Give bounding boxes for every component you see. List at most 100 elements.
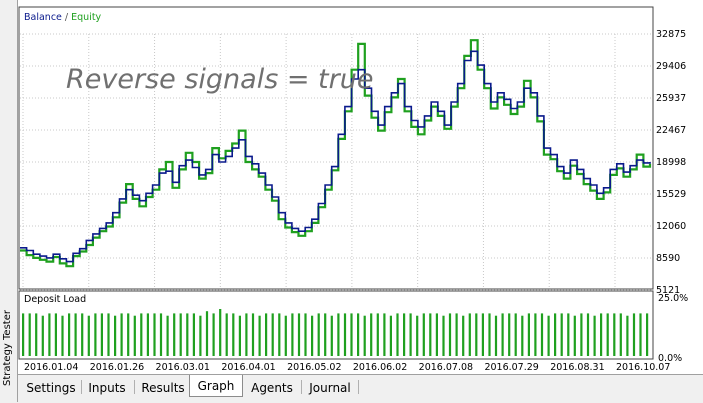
load-tick-top: 25.0% <box>658 293 688 304</box>
load-bar <box>192 313 195 356</box>
load-bar <box>619 313 622 356</box>
load-bar <box>455 313 458 356</box>
load-bar <box>186 313 189 356</box>
load-bar <box>389 315 392 356</box>
y-tick-label: 29406 <box>656 61 686 72</box>
load-bar <box>291 313 294 356</box>
legend-text: Balance / Equity <box>24 12 102 23</box>
load-bar <box>238 315 241 356</box>
load-bar <box>173 313 176 356</box>
load-bar <box>435 313 438 356</box>
load-bar <box>639 313 642 356</box>
graph-area: 32875 29406 25937 22467 18998 15529 12060 8590 5… <box>18 0 703 374</box>
load-bar <box>245 313 248 356</box>
load-bar <box>481 313 484 356</box>
load-bar <box>573 315 576 356</box>
tab-graph[interactable]: Graph <box>189 375 243 397</box>
load-bar <box>68 313 71 356</box>
strategy-tester-label: Strategy Tester <box>2 310 13 386</box>
load-bar <box>448 313 452 356</box>
load-bar <box>48 313 51 356</box>
deposit-load-frame <box>18 290 654 360</box>
x-tick-label: 2016.05.02 <box>287 362 341 373</box>
load-bar <box>114 315 117 356</box>
y-tick-label: 12060 <box>656 221 686 232</box>
load-bar <box>22 313 25 356</box>
load-bar <box>501 313 504 356</box>
y-tick-label: 22467 <box>656 125 686 136</box>
load-bar <box>580 313 583 356</box>
tab-agents[interactable]: Agents <box>251 381 293 395</box>
load-bar <box>304 313 307 356</box>
load-bar <box>271 313 274 356</box>
x-tick-label: 2016.01.04 <box>24 362 78 373</box>
load-bar <box>297 313 301 356</box>
load-bar <box>646 313 649 356</box>
load-bar <box>94 313 97 356</box>
load-bar <box>514 313 517 356</box>
load-bar <box>527 313 530 356</box>
load-bar <box>28 313 31 356</box>
tab-separator <box>134 380 135 394</box>
load-bar <box>212 313 215 356</box>
load-bar <box>337 313 340 356</box>
load-bar <box>41 315 44 356</box>
tab-bar: Settings Inputs Results Graph Agents Jou… <box>18 374 703 403</box>
load-bar <box>324 313 327 356</box>
load-bar <box>219 309 222 356</box>
load-bar <box>284 315 287 356</box>
load-bar <box>265 313 268 356</box>
deposit-load-label: Deposit Load <box>24 294 86 305</box>
load-bar <box>357 313 360 356</box>
load-bar <box>613 313 616 356</box>
load-bar <box>586 313 590 356</box>
tab-journal[interactable]: Journal <box>309 381 351 395</box>
load-bar <box>632 313 636 356</box>
tab-inputs[interactable]: Inputs <box>88 381 126 395</box>
load-bar <box>422 313 425 356</box>
x-tick-label: 2016.07.29 <box>484 362 538 373</box>
load-bar <box>311 315 314 356</box>
load-bar <box>153 313 156 356</box>
load-bar <box>100 313 103 356</box>
load-bar <box>429 313 432 356</box>
load-bar <box>205 311 209 356</box>
y-tick-label: 25937 <box>656 93 686 104</box>
load-tick-bottom: 0.0% <box>658 353 682 364</box>
load-bar <box>146 313 149 356</box>
load-bar <box>133 315 136 356</box>
x-tick-label: 2016.07.08 <box>419 362 473 373</box>
load-bar <box>107 313 110 356</box>
load-bar <box>54 313 57 356</box>
load-bar <box>370 313 373 356</box>
load-bar <box>120 313 123 356</box>
load-bar <box>350 313 353 356</box>
load-bar <box>61 315 64 356</box>
y-tick-label: 15529 <box>656 189 686 200</box>
load-bar <box>475 313 478 356</box>
tab-results[interactable]: Results <box>141 381 185 395</box>
load-bar <box>396 313 399 356</box>
x-tick-label: 2016.03.01 <box>156 362 210 373</box>
load-bar <box>87 315 90 356</box>
y-tick-label: 18998 <box>656 157 686 168</box>
x-tick-label: 2016.06.02 <box>353 362 407 373</box>
load-bar <box>540 313 544 356</box>
equity-chart: 32875 29406 25937 22467 18998 15529 12060 8590 5… <box>18 0 703 374</box>
tab-settings[interactable]: Settings <box>26 381 76 395</box>
load-bar <box>416 315 419 356</box>
legend-equity: Equity <box>71 12 101 23</box>
load-bar <box>278 313 281 356</box>
load-bar <box>363 315 366 356</box>
load-bar <box>462 315 465 356</box>
load-bar <box>508 313 511 356</box>
load-bar <box>442 315 445 356</box>
load-bar <box>199 315 202 356</box>
load-bar <box>554 313 557 356</box>
load-bar <box>140 313 143 356</box>
load-bar <box>403 313 406 356</box>
load-bar <box>179 313 182 356</box>
y-tick-label: 32875 <box>656 29 686 40</box>
load-bar <box>166 315 169 356</box>
load-bar <box>317 313 320 356</box>
